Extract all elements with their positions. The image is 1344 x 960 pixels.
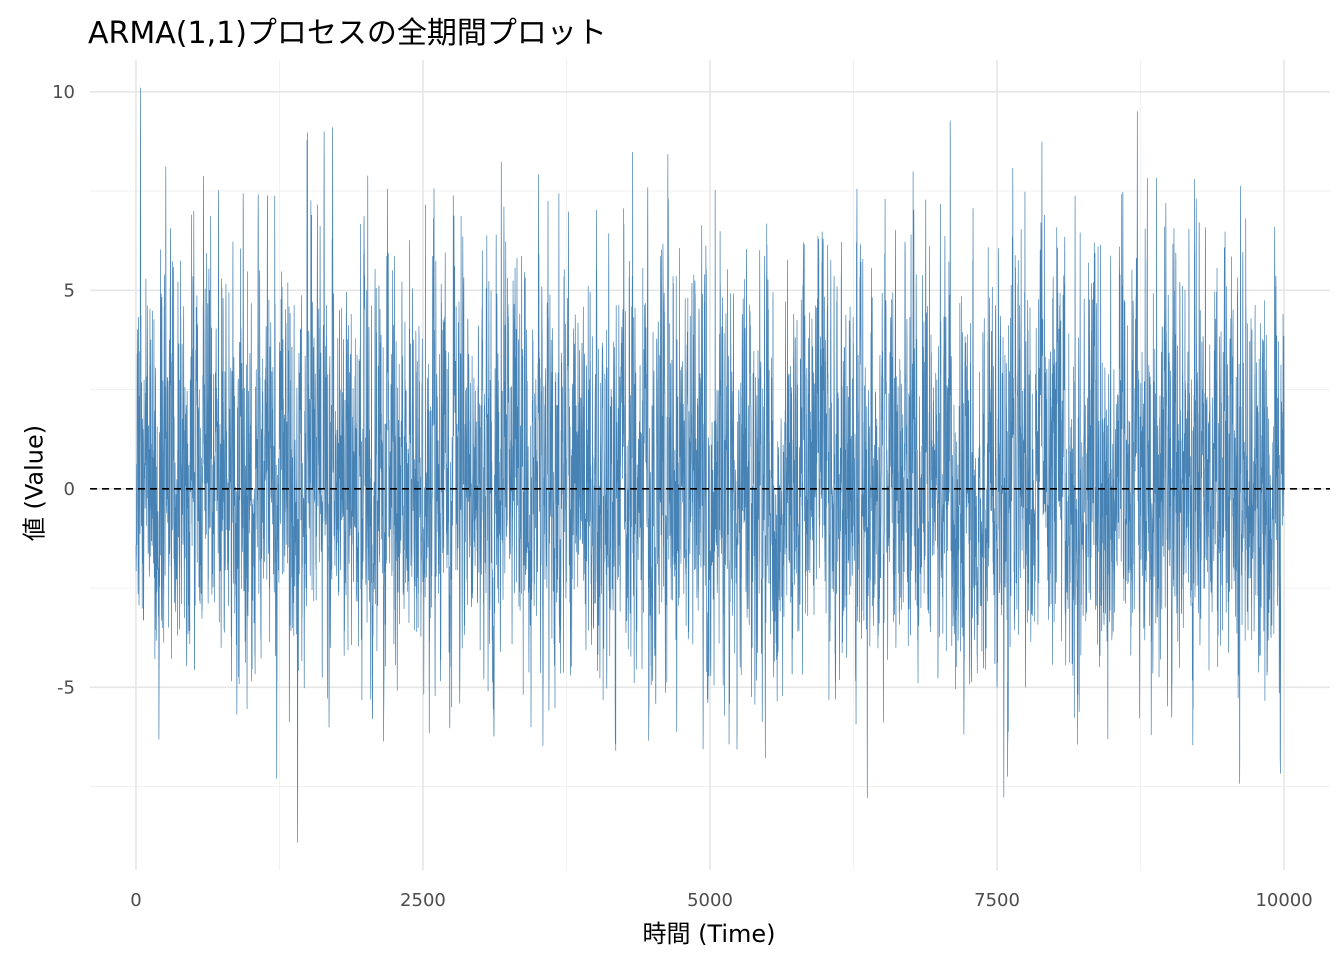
y-axis-label: 値 (Value): [20, 424, 49, 542]
series-layer: [135, 87, 1285, 843]
x-tick-label: 2500: [400, 890, 446, 911]
y-tick-label: 0: [64, 479, 75, 500]
series-line: [135, 87, 1285, 843]
y-tick-label: 10: [52, 82, 75, 103]
chart-title: ARMA(1,1)プロセスの全期間プロット: [88, 16, 607, 51]
x-tick-label: 0: [130, 890, 141, 911]
x-axis-label: 時間 (Time): [642, 920, 776, 948]
x-axis-ticks: 0 2500 5000 7500 10000: [130, 890, 1313, 911]
x-tick-label: 5000: [687, 890, 733, 911]
y-axis-ticks: -5 0 5 10: [52, 82, 75, 699]
y-tick-label: 5: [64, 280, 75, 301]
y-tick-label: -5: [57, 677, 75, 698]
grid-lines: [90, 60, 1330, 870]
x-tick-label: 10000: [1255, 890, 1312, 911]
x-tick-label: 7500: [974, 890, 1020, 911]
